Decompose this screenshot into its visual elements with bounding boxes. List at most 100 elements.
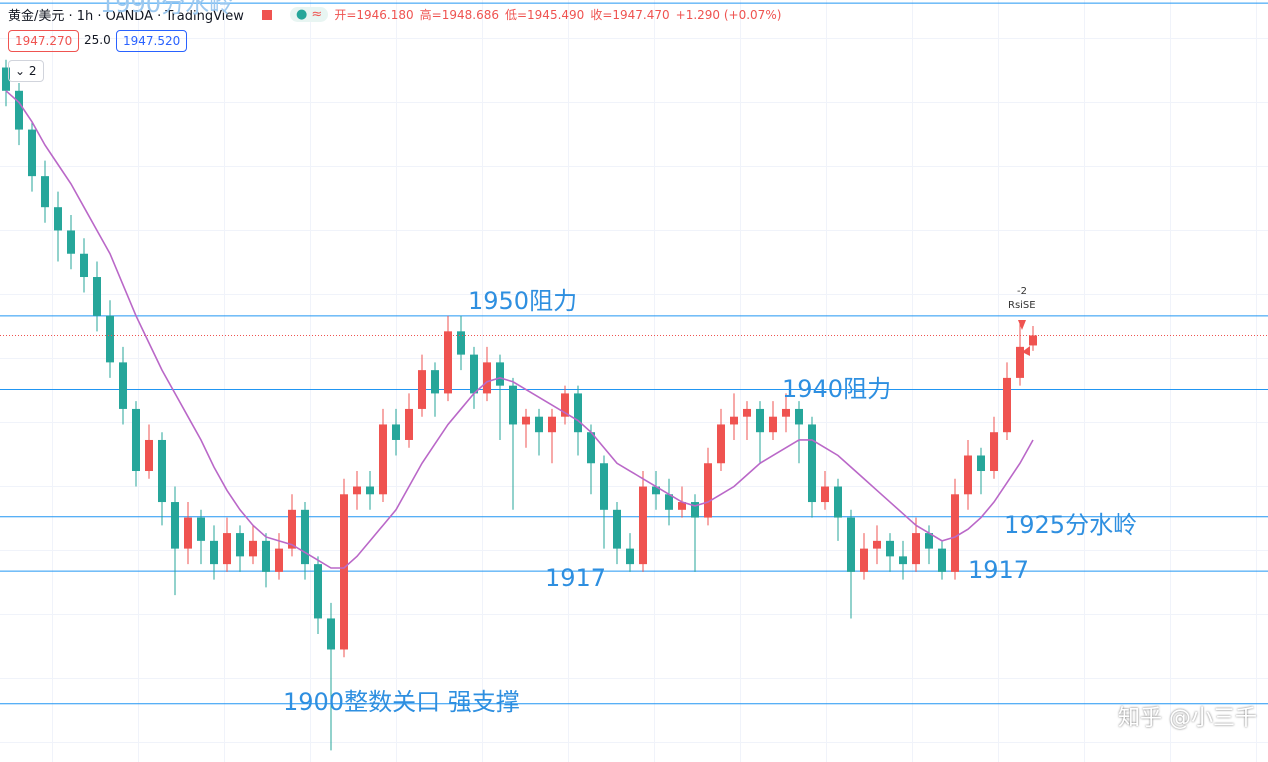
symbol: 黄金/美元 · 1h · OANDA · TradingView: [8, 9, 244, 24]
candle-body: [54, 207, 62, 231]
low: 低=1945.490: [504, 8, 585, 22]
candle-body: [1029, 335, 1037, 346]
annotation: 1990分水岭: [100, 0, 234, 18]
candle-body: [639, 486, 647, 565]
candle-body: [249, 540, 257, 557]
candle-body: [925, 533, 933, 549]
candle-body: [327, 618, 335, 650]
candle-body: [41, 176, 49, 208]
candle-body: [340, 494, 348, 650]
candle-body: [600, 463, 608, 510]
candle-body: [197, 517, 205, 541]
collapse-button[interactable]: ⌄ 2: [8, 60, 44, 82]
candle-body: [743, 408, 751, 417]
candle-body: [782, 408, 790, 417]
candle-body: [275, 548, 283, 572]
candle-body: [210, 540, 218, 565]
candle-body: [678, 502, 686, 510]
candle-body: [652, 486, 660, 495]
candle-body: [951, 494, 959, 572]
candle-body: [223, 533, 231, 565]
candle-body: [470, 354, 478, 394]
candle-body: [106, 315, 114, 363]
signal-value: -2: [1017, 286, 1027, 297]
candle-body: [613, 509, 621, 549]
candle-body: [431, 370, 439, 394]
candle-body: [405, 408, 413, 440]
annotation: 1900整数关口 强支撑: [283, 688, 520, 716]
candle-body: [730, 416, 738, 425]
candle-body: [314, 564, 322, 619]
candle-body: [990, 432, 998, 472]
candle-body: [119, 362, 127, 409]
candle-body: [899, 556, 907, 565]
candle-body: [145, 439, 153, 472]
signal-arrow: [1022, 346, 1030, 356]
candle-body: [964, 455, 972, 495]
candle-body: [912, 533, 920, 565]
candle-body: [353, 486, 361, 495]
candle-body: [561, 393, 569, 417]
candle-body: [834, 486, 842, 518]
candle-body: [288, 509, 296, 549]
candle-body: [756, 408, 764, 433]
candle-body: [847, 517, 855, 572]
status-icons[interactable]: ● ≈: [289, 7, 329, 22]
candle-body: [717, 424, 725, 464]
annotation: 1950阻力: [468, 287, 578, 315]
header: 黄金/美元 · 1h · OANDA · TradingView ● ≈ 开=1…: [8, 5, 781, 24]
candle-body: [587, 432, 595, 464]
candle-body: [171, 502, 179, 549]
open: 开=1946.180: [334, 8, 414, 22]
signal-arrow: [1018, 320, 1026, 330]
moving-average: [5, 90, 1034, 569]
spread: 25.0: [84, 33, 111, 47]
indicator-count: 2: [28, 64, 37, 78]
candle-body: [418, 370, 426, 409]
candle-body: [2, 67, 10, 91]
candle-body: [483, 362, 491, 394]
candle-body: [977, 455, 985, 472]
ask[interactable]: 1947.520: [116, 30, 188, 52]
candle-body: [262, 540, 270, 572]
close: 收=1947.470: [590, 8, 670, 22]
annotation: 1917: [545, 564, 607, 592]
bid[interactable]: 1947.270: [8, 30, 80, 52]
candle-body: [366, 486, 374, 495]
flag-icon[interactable]: [261, 9, 272, 20]
candle-body: [691, 502, 699, 518]
candle-body: [236, 533, 244, 557]
candle-body: [184, 517, 192, 549]
candle-body: [626, 548, 634, 565]
candle-body: [548, 416, 556, 433]
candle-body: [795, 408, 803, 425]
candle-body: [80, 253, 88, 278]
candle-body: [873, 540, 881, 549]
candle-body: [1016, 346, 1024, 378]
candle-body: [158, 439, 166, 503]
candle-body: [457, 331, 465, 355]
candle-body: [522, 416, 530, 425]
candle-body: [67, 230, 75, 254]
candle-body: [132, 408, 140, 472]
candle-body: [535, 416, 543, 433]
candle-body: [379, 424, 387, 495]
candle-body: [509, 385, 517, 425]
candle-body: [665, 494, 673, 510]
candle-body: [704, 463, 712, 518]
candle-body: [28, 129, 36, 177]
annotation: 1925分水岭: [1004, 511, 1138, 539]
candle-body: [574, 393, 582, 433]
annotation: 1940阻力: [782, 375, 892, 403]
candle-body: [93, 277, 101, 316]
watermark: 知乎 @小三千: [1118, 706, 1257, 731]
candle-body: [15, 90, 23, 130]
candle-body: [1003, 377, 1011, 433]
high: 高=1948.686: [419, 8, 499, 22]
candle-body: [860, 548, 868, 572]
candle-body: [392, 424, 400, 440]
candle-body: [886, 540, 894, 557]
candle-body: [769, 416, 777, 433]
